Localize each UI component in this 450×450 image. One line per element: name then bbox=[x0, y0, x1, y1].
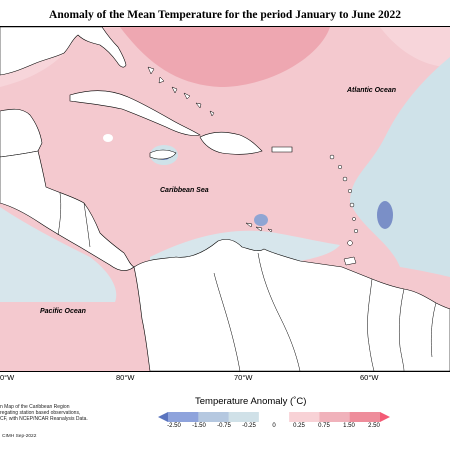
legend-tick-label: 2.50 bbox=[368, 423, 380, 429]
land-trinidad bbox=[343, 256, 357, 266]
longitude-label-90w: 0°W bbox=[0, 373, 15, 382]
legend-swatch bbox=[289, 412, 320, 422]
land-central-america bbox=[0, 150, 135, 271]
land-cuba bbox=[69, 90, 201, 136]
legend-swatch bbox=[168, 412, 199, 422]
credit-line: regating station based observations, bbox=[0, 410, 81, 416]
land-south-america bbox=[133, 239, 450, 371]
light-warm-region-ne bbox=[380, 27, 450, 67]
label-pacific-ocean: Pacific Ocean bbox=[40, 308, 86, 315]
land-hispaniola bbox=[199, 131, 263, 155]
legend-tick-label: 1.50 bbox=[343, 423, 355, 429]
country-borders bbox=[57, 192, 437, 371]
longitude-label-80w: 80°W bbox=[116, 373, 135, 382]
legend-tick-label: 0.75 bbox=[318, 423, 330, 429]
legend-arrow-left bbox=[158, 412, 168, 422]
white-spot-caymans bbox=[103, 134, 113, 142]
legend-swatch bbox=[228, 412, 260, 422]
longitude-label-60w: 60°W bbox=[360, 373, 379, 382]
cool-spot-curacao bbox=[254, 214, 268, 226]
legend-tick-label: 0 bbox=[272, 423, 276, 429]
land-usa bbox=[0, 27, 127, 76]
warm-anomaly-pacific bbox=[0, 302, 150, 371]
land-abc-islands bbox=[245, 222, 273, 233]
legend-swatch bbox=[349, 412, 381, 422]
legend-arrow-right bbox=[380, 412, 390, 422]
anomaly-map bbox=[0, 27, 450, 371]
land-jamaica bbox=[149, 149, 177, 160]
legend-swatch bbox=[258, 412, 290, 422]
land-lesser-antilles bbox=[329, 154, 359, 246]
legend-swatch bbox=[198, 412, 230, 422]
legend-tick-label: -0.75 bbox=[217, 423, 231, 429]
credit-line: n Map of the Caribbean Region bbox=[0, 404, 70, 410]
cool-anomaly-atlantic bbox=[350, 57, 450, 277]
legend-tick-label: -1.50 bbox=[192, 423, 206, 429]
legend-tick-label: -2.50 bbox=[167, 423, 181, 429]
label-atlantic-ocean: Atlantic Ocean bbox=[347, 87, 397, 94]
legend-swatch bbox=[319, 412, 351, 422]
legend-title: Temperature Anomaly (˚C) bbox=[195, 396, 307, 407]
legend-tick-label: -0.25 bbox=[242, 423, 256, 429]
copyright-text: CIMH Sep-2022 bbox=[2, 434, 37, 439]
credit-line: CF, with NCEP/NCAR Reanalysis Data. bbox=[0, 416, 88, 422]
credit-text: n Map of the Caribbean Region regating s… bbox=[0, 404, 88, 422]
cool-anomaly-pacific bbox=[0, 207, 117, 302]
legend-tick-labels: -2.50 -1.50 -0.75 -0.25 0 0.25 0.75 1.50 2.50 bbox=[0, 423, 450, 433]
cool-spot-lesser-antilles bbox=[377, 201, 393, 229]
map-title: Anomaly of the Mean Temperature for the … bbox=[49, 9, 401, 21]
land-bahamas bbox=[147, 66, 215, 117]
land-puerto-rico bbox=[271, 146, 293, 153]
map-area bbox=[0, 26, 450, 372]
longitude-label-70w: 70°W bbox=[234, 373, 253, 382]
legend-colorbar bbox=[158, 412, 390, 422]
legend-tick-label: 0.25 bbox=[293, 423, 305, 429]
label-caribbean-sea: Caribbean Sea bbox=[160, 187, 209, 194]
strong-warm-region bbox=[120, 27, 330, 87]
